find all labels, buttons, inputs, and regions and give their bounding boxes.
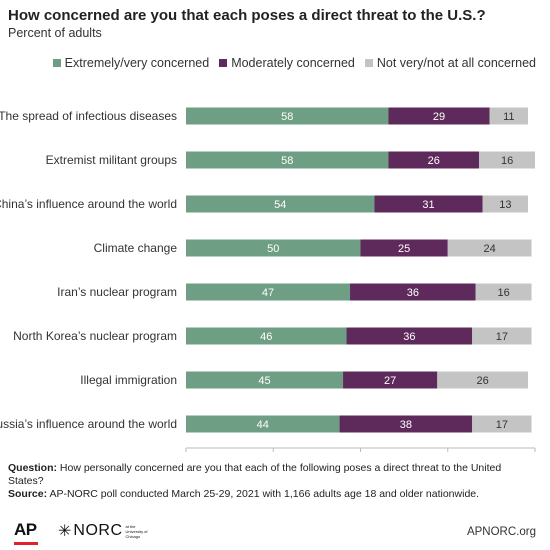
- bar-moderately-iran-s-nuclear-program: [350, 283, 476, 301]
- data-label-not-the-spread-of-infectious-diseases: 11: [503, 111, 514, 123]
- legend-item-moderately: Moderately concerned: [219, 56, 355, 70]
- data-label-not-extremist-militant-groups: 16: [501, 155, 513, 167]
- data-label-moderately-russia-s-influence-around-the-world: 38: [400, 419, 412, 431]
- data-label-extremely-the-spread-of-infectious-diseases: 58: [281, 111, 293, 123]
- footer: AP ✳ NORC at the University of Chicago A…: [0, 512, 550, 550]
- bar-moderately-the-spread-of-infectious-diseases: [388, 107, 490, 125]
- category-label-extremist-militant-groups: Extremist militant groups: [46, 153, 177, 167]
- question-note: Question: How personally concerned are y…: [8, 462, 538, 488]
- data-label-not-illegal-immigration: 26: [477, 375, 489, 387]
- chart-subtitle: Percent of adults: [8, 26, 102, 40]
- ap-logo-underline: [14, 542, 38, 545]
- bar-extremely-extremist-militant-groups: [186, 151, 389, 169]
- data-label-not-iran-s-nuclear-program: 16: [497, 287, 509, 299]
- data-label-moderately-climate-change: 25: [398, 243, 410, 255]
- data-label-not-china-s-influence-around-the-world: 13: [499, 199, 511, 211]
- question-text: How personally concerned are you that ea…: [8, 462, 502, 487]
- norc-star-icon: ✳: [58, 523, 72, 540]
- category-label-the-spread-of-infectious-diseases: The spread of infectious diseases: [0, 109, 177, 123]
- category-label-north-korea-s-nuclear-program: North Korea’s nuclear program: [13, 329, 177, 343]
- bar-moderately-illegal-immigration: [343, 371, 438, 389]
- data-label-extremely-north-korea-s-nuclear-program: 46: [260, 331, 272, 343]
- bar-not-climate-change: [447, 239, 532, 257]
- legend-label-extremely: Extremely/very concerned: [64, 56, 210, 70]
- category-label-climate-change: Climate change: [94, 241, 178, 255]
- bar-extremely-illegal-immigration: [186, 371, 344, 389]
- bar-not-iran-s-nuclear-program: [475, 283, 532, 301]
- category-label-illegal-immigration: Illegal immigration: [80, 373, 177, 387]
- bar-extremely-china-s-influence-around-the-world: [186, 195, 375, 213]
- legend-item-not: Not very/not at all concerned: [364, 56, 536, 70]
- data-label-not-russia-s-influence-around-the-world: 17: [496, 419, 508, 431]
- norc-logo-text: NORC: [73, 522, 123, 539]
- legend-item-extremely: Extremely/very concerned: [52, 56, 210, 70]
- question-label: Question:: [8, 462, 57, 474]
- chart-title: How concerned are you that each poses a …: [8, 7, 486, 24]
- chart-header: How concerned are you that each poses a …: [8, 6, 542, 41]
- bar-moderately-climate-change: [360, 239, 448, 257]
- data-label-moderately-china-s-influence-around-the-world: 31: [422, 199, 434, 211]
- data-label-not-north-korea-s-nuclear-program: 17: [496, 331, 508, 343]
- site-link[interactable]: APNORC.org: [466, 526, 536, 538]
- norc-logo-subtext: at the University of Chicago: [125, 523, 148, 539]
- bar-not-russia-s-influence-around-the-world: [472, 415, 532, 433]
- data-label-moderately-north-korea-s-nuclear-program: 36: [403, 331, 415, 343]
- chart-legend: Extremely/very concerned Moderately conc…: [43, 56, 536, 70]
- category-label-china-s-influence-around-the-world: China’s influence around the world: [0, 197, 177, 211]
- bar-moderately-north-korea-s-nuclear-program: [346, 327, 473, 345]
- legend-swatch-extremely: [52, 59, 61, 67]
- data-label-extremely-china-s-influence-around-the-world: 54: [274, 199, 286, 211]
- data-label-extremely-extremist-militant-groups: 58: [281, 155, 293, 167]
- data-label-moderately-iran-s-nuclear-program: 36: [407, 287, 419, 299]
- data-label-moderately-the-spread-of-infectious-diseases: 29: [433, 111, 445, 123]
- source-label: Source:: [8, 488, 48, 500]
- bar-extremely-north-korea-s-nuclear-program: [186, 327, 347, 345]
- category-label-iran-s-nuclear-program: Iran’s nuclear program: [57, 285, 177, 299]
- data-label-moderately-extremist-militant-groups: 26: [428, 155, 440, 167]
- stacked-bar-chart: The spread of infectious diseases 58 29 11 E…: [0, 107, 536, 452]
- ap-logo: AP: [14, 520, 37, 539]
- bar-not-the-spread-of-infectious-diseases: [489, 107, 529, 125]
- chart-notes: Question: How personally concerned are y…: [8, 462, 538, 501]
- data-label-extremely-russia-s-influence-around-the-world: 44: [257, 419, 269, 431]
- legend-label-moderately: Moderately concerned: [231, 56, 355, 70]
- bar-extremely-russia-s-influence-around-the-world: [186, 415, 340, 433]
- bar-not-china-s-influence-around-the-world: [482, 195, 529, 213]
- source-text: AP-NORC poll conducted March 25-29, 2021…: [49, 488, 480, 500]
- norc-logo: ✳ NORC at the University of Chicago: [58, 521, 154, 541]
- bar-extremely-iran-s-nuclear-program: [186, 283, 351, 301]
- bar-extremely-climate-change: [186, 239, 361, 257]
- legend-label-not: Not very/not at all concerned: [376, 56, 536, 70]
- legend-swatch-not: [364, 59, 373, 67]
- legend-swatch-moderately: [219, 59, 228, 67]
- data-label-moderately-illegal-immigration: 27: [384, 375, 396, 387]
- source-note: Source: AP-NORC poll conducted March 25-…: [8, 488, 538, 501]
- bar-not-north-korea-s-nuclear-program: [472, 327, 532, 345]
- bar-not-extremist-militant-groups: [479, 151, 535, 169]
- bar-not-illegal-immigration: [437, 371, 529, 389]
- data-label-extremely-iran-s-nuclear-program: 47: [262, 287, 274, 299]
- data-label-extremely-illegal-immigration: 45: [258, 375, 270, 387]
- bar-moderately-china-s-influence-around-the-world: [374, 195, 483, 213]
- bar-extremely-the-spread-of-infectious-diseases: [186, 107, 389, 125]
- bar-moderately-extremist-militant-groups: [388, 151, 480, 169]
- data-label-not-climate-change: 24: [484, 243, 496, 255]
- bar-moderately-russia-s-influence-around-the-world: [339, 415, 473, 433]
- category-label-russia-s-influence-around-the-world: Russia’s influence around the world: [0, 417, 177, 431]
- data-label-extremely-climate-change: 50: [267, 243, 279, 255]
